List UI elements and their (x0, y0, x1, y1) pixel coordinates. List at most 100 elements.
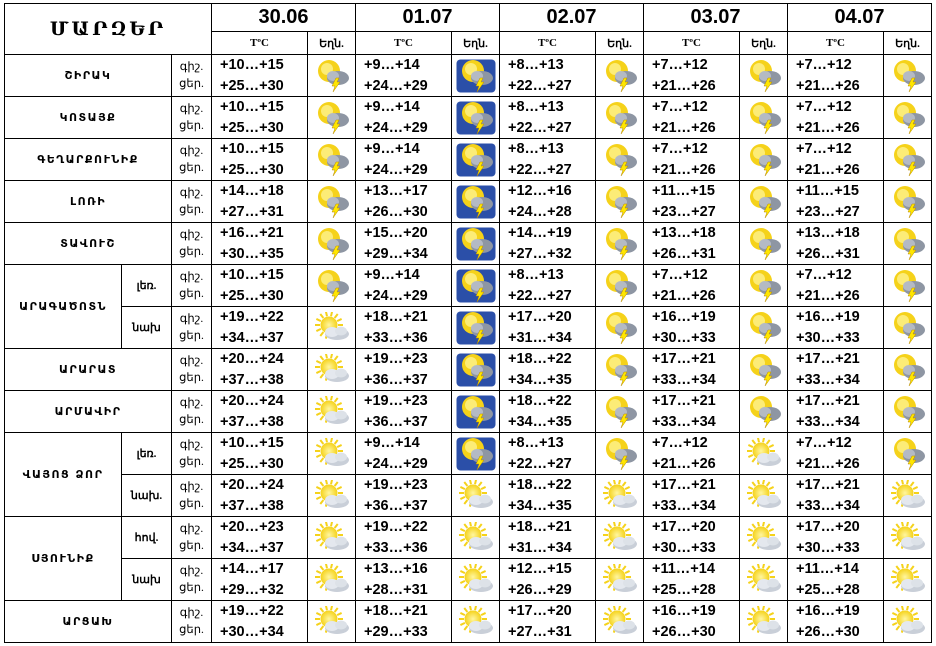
night-temp: +18…+21 (364, 309, 428, 325)
day-temp: +22…+27 (508, 287, 572, 304)
thunderstorm-icon (451, 348, 500, 391)
night-day-labels: գիշ. ցեր. (171, 180, 212, 223)
night-temp: +17…+21 (796, 393, 860, 409)
sun-cloud-icon (739, 558, 788, 601)
day-temp: +24…+29 (364, 287, 428, 304)
temperature-cell: +17…+20 +30…+33 (643, 516, 740, 559)
day-label: ցեր. (179, 497, 204, 510)
temperature-cell: +20…+24 +37…+38 (211, 348, 308, 391)
night-label: գիշ. (179, 60, 204, 73)
night-temp: +19…+23 (364, 393, 428, 409)
sun-cloud-icon (595, 558, 644, 601)
night-temp: +8…+13 (508, 267, 564, 283)
temperature-cell: +17…+21 +33…+34 (643, 474, 740, 517)
temperature-cell: +17…+21 +33…+34 (787, 348, 884, 391)
night-day-labels: գիշ. ցեր. (171, 390, 212, 433)
night-temp: +19…+23 (364, 351, 428, 367)
weather-column-label: Եղն. (739, 31, 788, 55)
night-temp: +7…+12 (652, 435, 708, 451)
night-day-labels: գիշ. ցեր. (171, 558, 212, 601)
thunderstorm-icon (595, 432, 644, 475)
temperature-cell: +20…+23 +34…+37 (211, 516, 308, 559)
night-temp: +13…+16 (364, 561, 428, 577)
day-temp: +30…+33 (652, 329, 716, 346)
night-temp: +11…+14 (796, 561, 859, 577)
night-temp: +9…+14 (364, 267, 420, 283)
day-temp: +28…+31 (364, 581, 428, 598)
regions-title: ՄԱՐԶԵՐ (4, 3, 212, 55)
day-temp: +37…+38 (220, 371, 284, 388)
temperature-cell: +18…+21 +31…+34 (499, 516, 596, 559)
night-temp: +9…+14 (364, 99, 420, 115)
night-label: գիշ. (179, 480, 204, 493)
night-day-labels: գիշ. ցեր. (171, 264, 212, 307)
night-day-labels: գիշ. ցեր. (171, 348, 212, 391)
table-row: նախ գիշ. ցեր. +19…+22 +34…+37 +18…+21 +33…+36… (5, 306, 932, 349)
thunderstorm-icon (451, 390, 500, 433)
night-day-labels: գիշ. ցեր. (171, 54, 212, 97)
temperature-cell: +20…+24 +37…+38 (211, 390, 308, 433)
thunderstorm-icon (595, 348, 644, 391)
night-temp: +7…+12 (796, 267, 852, 283)
header-row-dates: ՄԱՐԶԵՐ 30.06 01.07 02.07 03.07 04.07 (4, 3, 932, 55)
night-temp: +14…+17 (220, 561, 284, 577)
sun-cloud-icon (451, 600, 500, 643)
night-temp: +9…+14 (364, 57, 420, 73)
day-temp: +30…+33 (796, 539, 860, 556)
sun-cloud-icon (739, 474, 788, 517)
table-row: ԳԵՂԱՐՔՈՒՆԻՔ գիշ. ցեր. +10…+15 +25…+30 +9…+14… (4, 138, 932, 181)
day-temp: +21…+26 (652, 455, 716, 472)
night-temp: +12…+15 (508, 561, 572, 577)
night-temp: +8…+13 (508, 57, 564, 73)
temperature-cell: +19…+23 +36…+37 (355, 390, 452, 433)
region-name: ՍՅՈՒՆԻՔ (4, 516, 122, 601)
temperature-cell: +17…+21 +33…+34 (787, 474, 884, 517)
night-temp: +8…+13 (508, 99, 564, 115)
day-temp: +34…+37 (220, 539, 284, 556)
temperature-cell: +14…+18 +27…+31 (211, 180, 308, 223)
night-temp: +17…+20 (796, 519, 860, 535)
night-temp: +17…+21 (796, 477, 860, 493)
day-temp: +21…+26 (796, 161, 860, 178)
temperature-cell: +14…+19 +27…+32 (499, 222, 596, 265)
subregion-label: լեռ. (121, 432, 172, 475)
temperature-cell: +18…+22 +34…+35 (499, 348, 596, 391)
day-temp: +29…+34 (364, 245, 428, 262)
thunderstorm-icon (883, 180, 932, 223)
day-temp: +24…+29 (364, 77, 428, 94)
night-temp: +7…+12 (652, 99, 708, 115)
day-temp: +22…+27 (508, 77, 572, 94)
table-row: ԿՈՏԱՅՔ գիշ. ցեր. +10…+15 +25…+30 +9…+14 +24…+… (4, 96, 932, 139)
temperature-cell: +17…+20 +30…+33 (787, 516, 884, 559)
day-temp: +22…+27 (508, 455, 572, 472)
night-temp: +10…+15 (220, 435, 284, 451)
night-temp: +18…+21 (508, 519, 572, 535)
temperature-cell: +10…+15 +25…+30 (211, 96, 308, 139)
day-temp: +21…+26 (652, 77, 716, 94)
thunderstorm-icon (307, 96, 356, 139)
day-label: ցեր. (179, 77, 204, 90)
sun-cloud-icon (307, 600, 356, 643)
night-day-labels: գիշ. ցեր. (171, 600, 212, 643)
night-temp: +13…+18 (652, 225, 716, 241)
night-temp: +17…+21 (652, 393, 716, 409)
thunderstorm-icon (883, 306, 932, 349)
day-temp: +25…+28 (796, 581, 860, 598)
night-temp: +16…+21 (220, 225, 284, 241)
sun-cloud-icon (739, 600, 788, 643)
thunderstorm-icon (595, 96, 644, 139)
weather-column-label: Եղն. (595, 31, 644, 55)
region-name: ԱՐՄԱՎԻՐ (4, 390, 172, 433)
temperature-cell: +12…+15 +26…+29 (499, 558, 596, 601)
thunderstorm-icon (883, 222, 932, 265)
sun-cloud-icon (307, 390, 356, 433)
night-label: գիշ. (179, 186, 204, 199)
temperature-cell: +11…+15 +23…+27 (643, 180, 740, 223)
sun-cloud-icon (451, 474, 500, 517)
day-label: ցեր. (179, 623, 204, 636)
day-temp: +24…+29 (364, 455, 428, 472)
temperature-cell: +7…+12 +21…+26 (787, 54, 884, 97)
temp-column-label: TºC (355, 31, 452, 55)
thunderstorm-icon (595, 180, 644, 223)
night-temp: +10…+15 (220, 267, 284, 283)
